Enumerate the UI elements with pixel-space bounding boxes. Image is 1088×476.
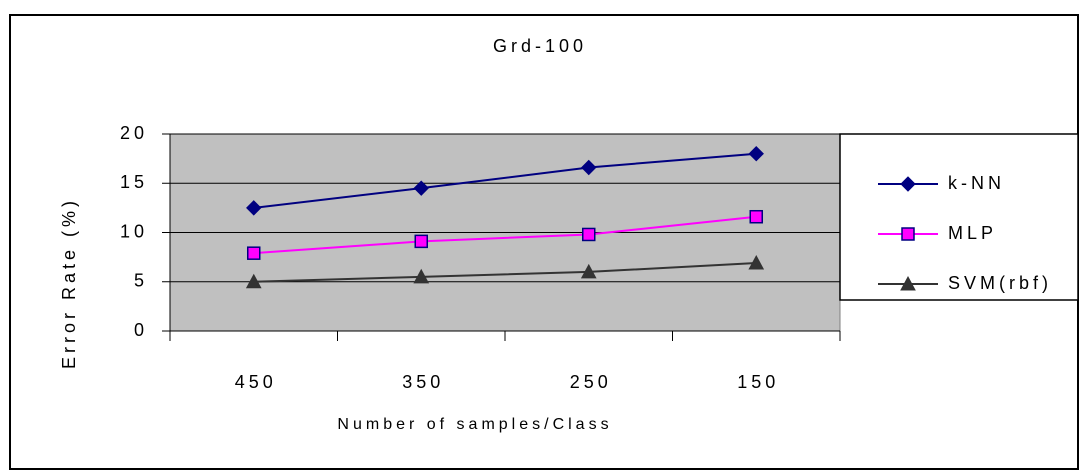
marker	[748, 254, 765, 270]
y-axis-label: Error Rate (%)	[59, 197, 79, 369]
y-tick-label: 15	[120, 172, 148, 192]
marker	[581, 159, 597, 176]
legend-label: k-NN	[948, 173, 1005, 193]
y-tick-label: 5	[134, 271, 148, 291]
chart-title: Grd-100	[493, 36, 587, 56]
legend-label: SVM(rbf)	[948, 273, 1052, 293]
marker	[580, 263, 597, 279]
marker	[246, 200, 262, 216]
marker	[749, 209, 763, 224]
marker	[247, 246, 261, 260]
x-axis-label: Number of samples/Class	[337, 416, 612, 433]
x-tick-label: 350	[402, 372, 444, 392]
legend-label: MLP	[948, 223, 997, 243]
x-tick-label: 450	[235, 372, 277, 392]
marker	[900, 275, 916, 291]
series-line	[253, 262, 757, 283]
marker	[582, 227, 596, 242]
series-line	[253, 215, 757, 255]
marker	[245, 273, 262, 289]
marker	[413, 268, 430, 284]
legend-box	[839, 133, 1079, 301]
series-line	[253, 152, 757, 209]
y-tick-label: 20	[120, 123, 148, 143]
y-tick-label: 0	[134, 320, 148, 340]
marker	[413, 180, 429, 196]
marker	[414, 234, 428, 249]
y-tick-label: 10	[120, 221, 148, 241]
marker	[901, 227, 915, 241]
x-tick-label: 150	[737, 372, 779, 392]
marker	[748, 145, 764, 162]
x-tick-label: 250	[570, 372, 612, 392]
marker	[900, 176, 916, 192]
